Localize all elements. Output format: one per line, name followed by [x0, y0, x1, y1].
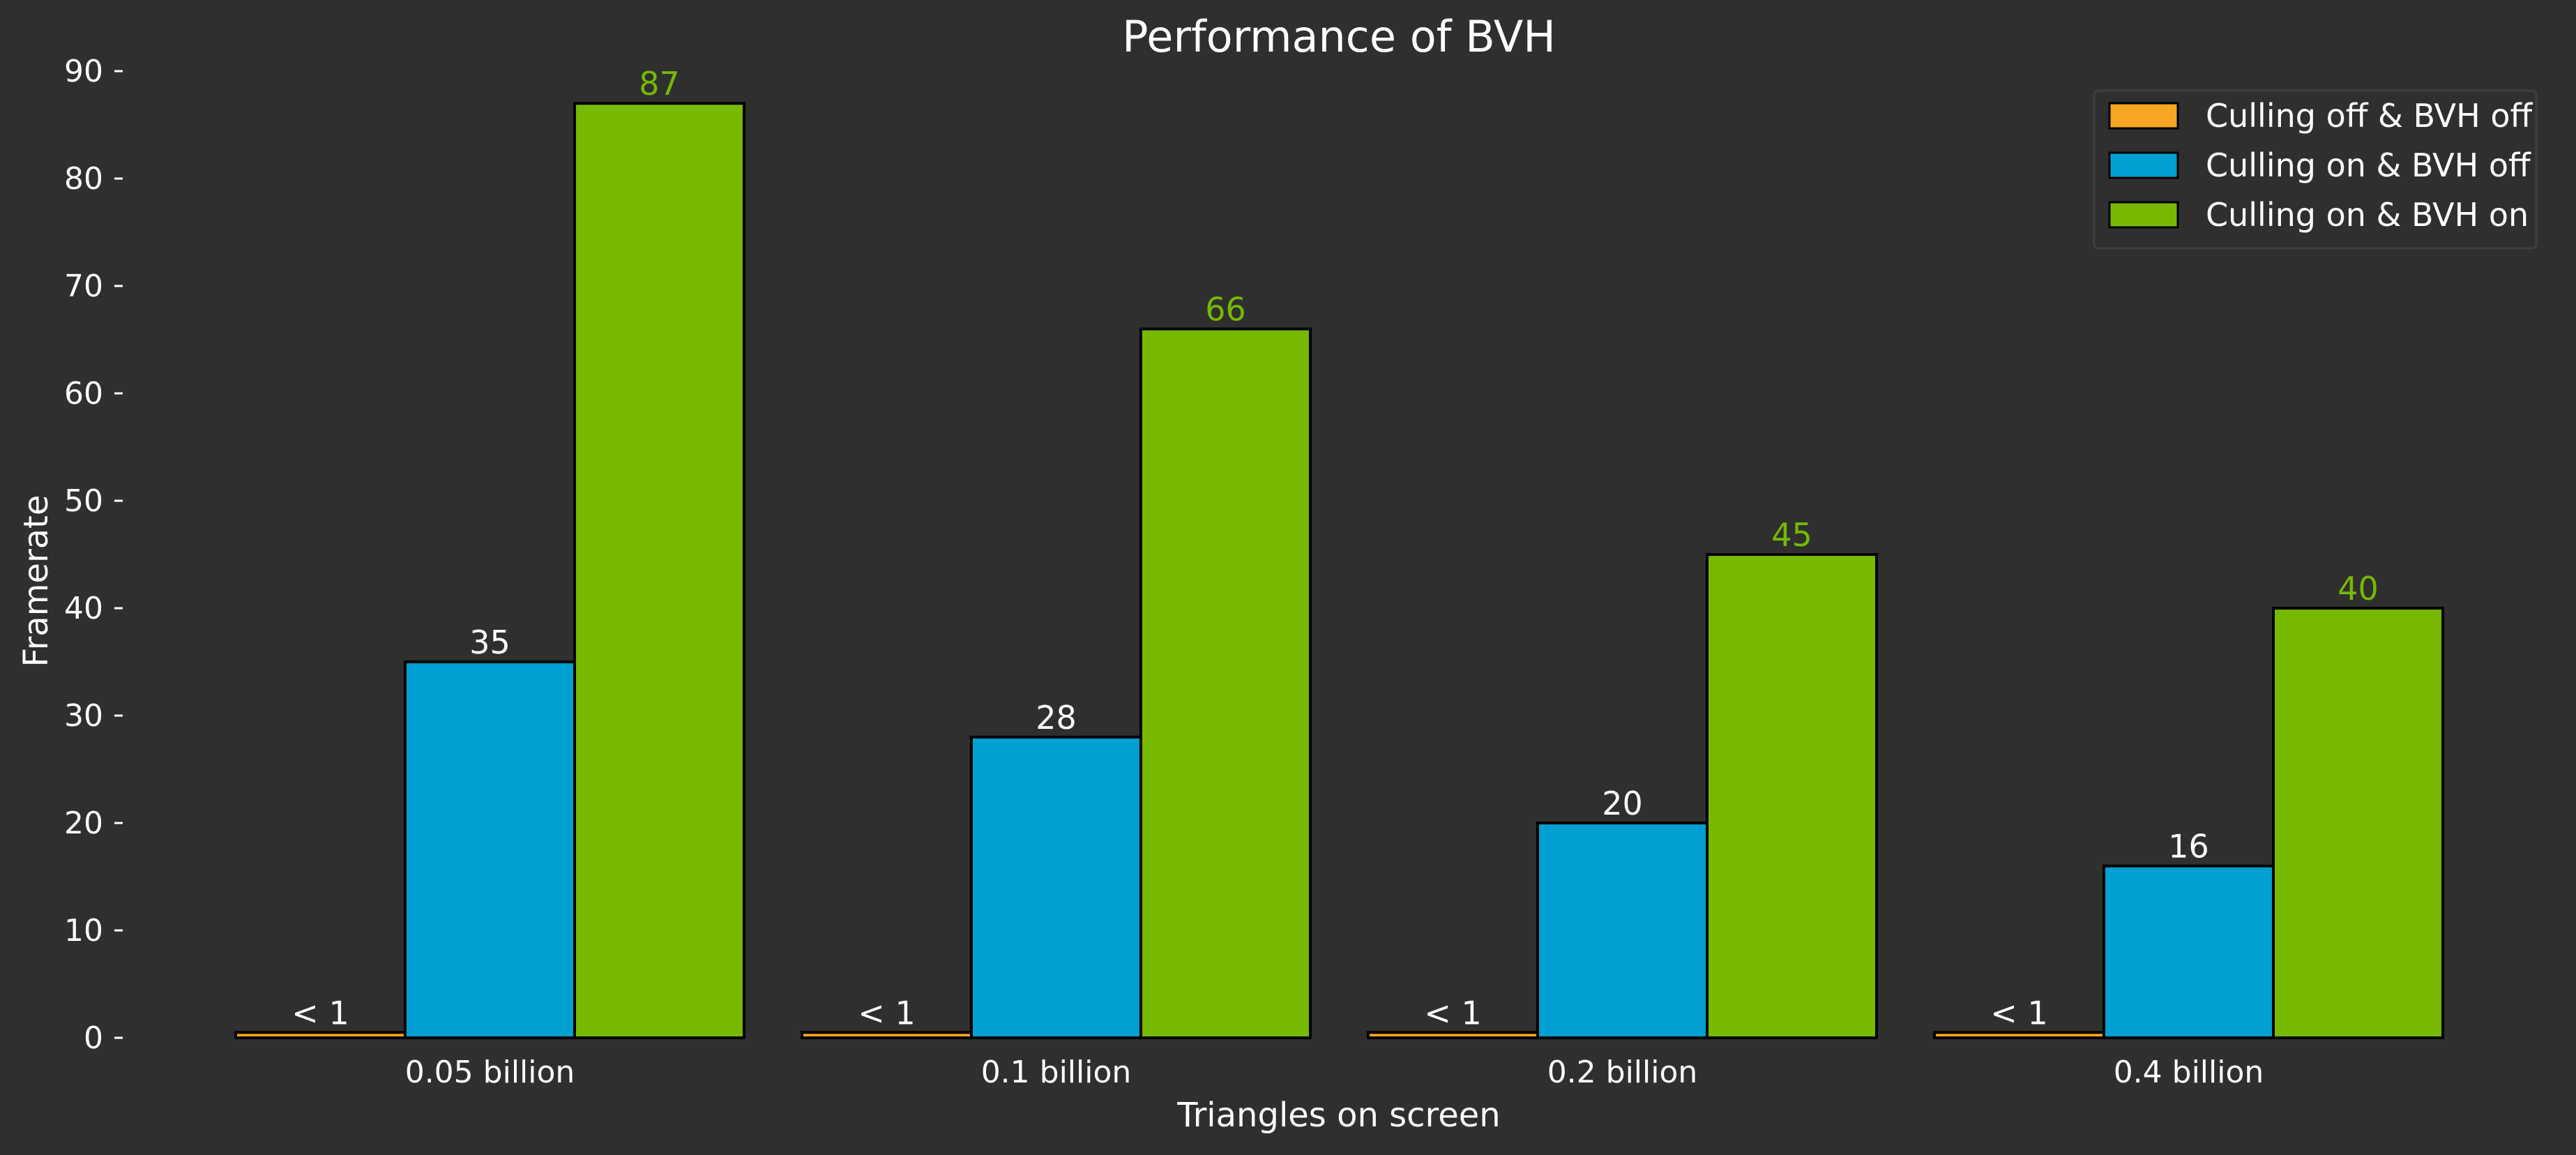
- bar-2-0.05-billion[interactable]: [404, 660, 576, 1039]
- legend-swatch: [2108, 201, 2179, 229]
- bar-value-label: 40: [2338, 570, 2379, 607]
- y-tick-label: 50: [64, 483, 103, 519]
- y-tick-label: 40: [64, 591, 103, 626]
- bar-3-0.05-billion[interactable]: [573, 102, 745, 1040]
- y-tick-label: 0: [84, 1020, 103, 1056]
- x-tick-label: 0.2 billion: [1547, 1055, 1698, 1090]
- legend[interactable]: Culling off & BVH off Culling on & BVH of…: [2093, 89, 2538, 250]
- bar-2-0.4-billion[interactable]: [2103, 864, 2275, 1039]
- y-tick-label: 60: [64, 376, 103, 412]
- legend-swatch: [2108, 151, 2179, 179]
- bar-value-label: < 1: [1990, 994, 2047, 1032]
- bar-value-label: < 1: [858, 994, 915, 1032]
- y-tick-label: 80: [64, 161, 103, 197]
- x-tick-label: 0.05 billion: [405, 1055, 575, 1090]
- y-axis: 0 10 20 30 40 50 60 70 80 90: [64, 54, 123, 1056]
- bar-2-0.1-billion[interactable]: [970, 735, 1142, 1040]
- y-tick-label: 90: [64, 54, 103, 89]
- bar-1-0.2-billion[interactable]: [1367, 1031, 1539, 1040]
- bar-1-0.4-billion[interactable]: [1933, 1031, 2105, 1040]
- legend-frame: [2093, 89, 2538, 250]
- bar-value-label: 20: [1602, 785, 1643, 822]
- y-tick-label: 20: [64, 806, 103, 841]
- x-tick-label: 0.1 billion: [981, 1055, 1132, 1090]
- bar-1-0.1-billion[interactable]: [801, 1031, 973, 1040]
- y-tick-label: 70: [64, 269, 103, 304]
- chart-title: Performance of BVH: [1122, 11, 1556, 62]
- bar-value-label: 28: [1036, 699, 1077, 737]
- legend-swatch: [2108, 102, 2179, 130]
- bar-3-0.4-billion[interactable]: [2272, 607, 2444, 1039]
- bar-value-label: < 1: [1424, 994, 1481, 1032]
- legend-label: Culling on & BVH on: [2206, 196, 2529, 234]
- x-axis: 0.05 billion 0.1 billion 0.2 billion 0.4 bi…: [405, 1055, 2264, 1090]
- plot-area: < 1 < 1 < 1 < 1 35 28 20 16 87 66 45 40: [234, 65, 2444, 1040]
- bar-value-label: 66: [1205, 291, 1246, 329]
- bar-value-label: 35: [469, 624, 510, 661]
- legend-label: Culling on & BVH off: [2206, 146, 2531, 184]
- bar-value-label: 16: [2168, 828, 2209, 866]
- y-tick-label: 30: [64, 698, 103, 734]
- y-tick-label: 10: [64, 913, 103, 949]
- bar-3-0.1-billion[interactable]: [1139, 327, 1312, 1040]
- legend-label: Culling off & BVH off: [2206, 97, 2533, 135]
- y-axis-title: Framerate: [17, 495, 56, 667]
- bar-1-0.05-billion[interactable]: [234, 1031, 407, 1040]
- bar-value-label: < 1: [291, 994, 349, 1032]
- x-tick-label: 0.4 billion: [2114, 1055, 2264, 1090]
- x-axis-title: Triangles on screen: [1176, 1096, 1500, 1135]
- bar-2-0.2-billion[interactable]: [1536, 822, 1709, 1039]
- bar-value-label: 45: [1771, 516, 1812, 554]
- bar-value-label: 87: [639, 65, 680, 103]
- bar-3-0.2-billion[interactable]: [1706, 553, 1878, 1039]
